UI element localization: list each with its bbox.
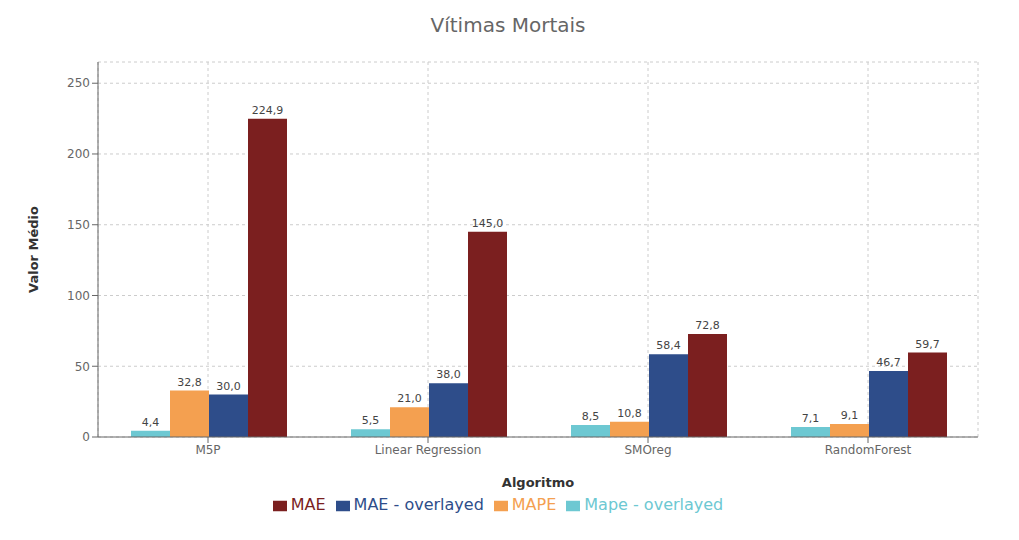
svg-text:21,0: 21,0 [397, 392, 422, 405]
svg-text:9,1: 9,1 [841, 409, 859, 422]
svg-text:32,8: 32,8 [177, 376, 202, 389]
svg-text:10,8: 10,8 [617, 407, 642, 420]
svg-text:SMOreg: SMOreg [624, 443, 671, 457]
svg-text:8,5: 8,5 [582, 410, 600, 423]
svg-text:30,0: 30,0 [216, 380, 241, 393]
html-text:MAPE: MAPE [511, 495, 557, 514]
svg-text:100: 100 [67, 289, 90, 303]
svg-text:250: 250 [67, 76, 90, 90]
svg-text:224,9: 224,9 [252, 104, 284, 117]
svg-text:72,8: 72,8 [695, 319, 720, 332]
svg-text:Valor Médio: Valor Médio [26, 206, 41, 293]
svg-text:0: 0 [82, 430, 90, 444]
svg-text:59,7: 59,7 [915, 338, 940, 351]
svg-text:150: 150 [67, 218, 90, 232]
html-text:MAE: MAE [290, 495, 326, 514]
svg-text:4,4: 4,4 [142, 416, 160, 429]
svg-text:200: 200 [67, 147, 90, 161]
html-text:Mape - overlayed: Mape - overlayed [584, 495, 724, 514]
svg-text:RandomForest: RandomForest [825, 443, 912, 457]
svg-text:7,1: 7,1 [802, 412, 820, 425]
svg-text:Algoritmo: Algoritmo [502, 475, 574, 490]
svg-text:M5P: M5P [195, 443, 220, 457]
svg-text:145,0: 145,0 [472, 217, 504, 230]
svg-text:Linear Regression: Linear Regression [375, 443, 482, 457]
svg-text:58,4: 58,4 [656, 339, 681, 352]
svg-text:38,0: 38,0 [436, 368, 461, 381]
html-text:Vítimas Mortais: Vítimas Mortais [430, 13, 586, 37]
svg-text:46,7: 46,7 [876, 356, 901, 369]
svg-text:50: 50 [75, 360, 90, 374]
svg-text:5,5: 5,5 [362, 414, 380, 427]
html-text:MAE - overlayed: MAE - overlayed [353, 495, 484, 514]
